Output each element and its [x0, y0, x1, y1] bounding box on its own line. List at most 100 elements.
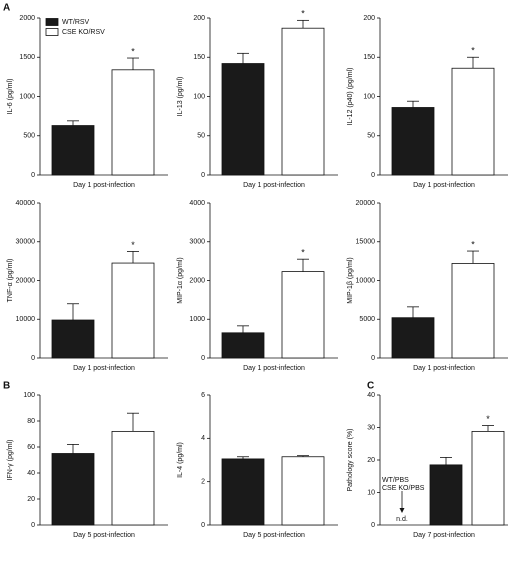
- y-tick-label: 100: [23, 392, 35, 399]
- x-axis-label: Day 1 post-infection: [73, 365, 135, 372]
- x-axis-label: Day 5 post-infection: [73, 532, 135, 539]
- x-axis-label: Day 1 post-infection: [243, 182, 305, 189]
- y-tick-label: 40000: [16, 200, 36, 207]
- y-tick-label: 10: [367, 489, 375, 496]
- bar: [391, 107, 435, 176]
- legend-label: CSE KO/RSV: [62, 29, 105, 36]
- bar: [111, 262, 155, 359]
- y-tick-label: 2: [201, 479, 205, 486]
- bar: [391, 317, 435, 359]
- bar: [51, 319, 95, 359]
- bar: [429, 464, 463, 526]
- y-axis-label: IFN-γ (pg/ml): [7, 440, 14, 481]
- significance: *: [131, 46, 135, 56]
- bar: [51, 125, 95, 176]
- legend-label: WT/RSV: [62, 19, 90, 26]
- y-tick-label: 1500: [19, 54, 35, 61]
- y-tick-label: 100: [193, 93, 205, 100]
- bar: [221, 332, 265, 359]
- bar: [111, 69, 155, 176]
- y-tick-label: 3000: [189, 239, 205, 246]
- y-tick-label: 0: [31, 355, 35, 362]
- legend-swatch: [45, 28, 59, 36]
- panel-letter: A: [3, 3, 10, 14]
- bar: [451, 67, 495, 176]
- y-tick-label: 1000: [19, 93, 35, 100]
- x-axis-label: Day 5 post-infection: [243, 532, 305, 539]
- y-tick-label: 50: [197, 133, 205, 140]
- x-axis-label: Day 1 post-infection: [413, 182, 475, 189]
- y-axis-label: MIP-1β (pg/ml): [347, 257, 354, 303]
- y-tick-label: 10000: [356, 277, 376, 284]
- y-tick-label: 150: [363, 54, 375, 61]
- arrow-head: [399, 508, 405, 513]
- y-axis-label: IL-13 (pg/ml): [177, 77, 184, 117]
- y-tick-label: 0: [31, 522, 35, 529]
- y-tick-label: 10000: [16, 316, 36, 323]
- nd-label: n.d.: [396, 516, 408, 523]
- bar: [471, 430, 505, 526]
- y-tick-label: 15000: [356, 239, 376, 246]
- y-tick-label: 80: [27, 418, 35, 425]
- y-tick-label: 30: [367, 424, 375, 431]
- y-tick-label: 0: [371, 355, 375, 362]
- y-tick-label: 30000: [16, 239, 36, 246]
- y-tick-label: 0: [201, 355, 205, 362]
- legend-swatch: [45, 18, 59, 26]
- y-tick-label: 2000: [189, 277, 205, 284]
- y-tick-label: 50: [367, 133, 375, 140]
- significance: *: [471, 46, 475, 56]
- y-axis-label: IL-6 (pg/ml): [7, 79, 14, 115]
- y-tick-label: 0: [31, 172, 35, 179]
- y-tick-label: 200: [363, 15, 375, 22]
- y-tick-label: 1000: [189, 316, 205, 323]
- pbs-label: WT/PBS: [382, 477, 409, 484]
- y-tick-label: 60: [27, 444, 35, 451]
- significance: *: [131, 240, 135, 250]
- bar: [221, 63, 265, 176]
- y-tick-label: 20: [367, 457, 375, 464]
- y-tick-label: 200: [193, 15, 205, 22]
- y-tick-label: 500: [23, 133, 35, 140]
- significance: *: [486, 414, 490, 424]
- y-axis-label: MIP-1α (pg/ml): [177, 257, 184, 303]
- y-tick-label: 20000: [356, 200, 376, 207]
- y-tick-label: 0: [371, 522, 375, 529]
- y-tick-label: 40: [367, 392, 375, 399]
- y-axis-label: Pathology score (%): [347, 428, 354, 491]
- bar: [281, 456, 325, 526]
- y-tick-label: 4000: [189, 200, 205, 207]
- bar: [281, 271, 325, 359]
- y-tick-label: 0: [201, 522, 205, 529]
- y-tick-label: 4: [201, 435, 205, 442]
- y-tick-label: 0: [371, 172, 375, 179]
- y-axis-label: IL-12 (p40) (pg/ml): [347, 68, 354, 126]
- y-tick-label: 20: [27, 496, 35, 503]
- y-tick-label: 40: [27, 470, 35, 477]
- panel-letter: C: [367, 381, 374, 392]
- bar: [451, 263, 495, 359]
- y-tick-label: 6: [201, 392, 205, 399]
- y-tick-label: 2000: [19, 15, 35, 22]
- significance: *: [301, 248, 305, 258]
- bar: [281, 27, 325, 176]
- x-axis-label: Day 1 post-infection: [413, 365, 475, 372]
- y-axis-label: TNF-α (pg/ml): [7, 259, 14, 303]
- significance: *: [471, 239, 475, 249]
- significance: *: [301, 9, 305, 19]
- x-axis-label: Day 7 post-infection: [413, 532, 475, 539]
- y-tick-label: 20000: [16, 277, 36, 284]
- x-axis-label: Day 1 post-infection: [73, 182, 135, 189]
- y-tick-label: 100: [363, 93, 375, 100]
- x-axis-label: Day 1 post-infection: [243, 365, 305, 372]
- y-tick-label: 0: [201, 172, 205, 179]
- y-tick-label: 150: [193, 54, 205, 61]
- bar: [111, 430, 155, 526]
- y-axis-label: IL-4 (pg/ml): [177, 442, 184, 478]
- y-tick-label: 5000: [359, 316, 375, 323]
- panel-letter: B: [3, 381, 10, 392]
- pbs-label: CSE KO/PBS: [382, 485, 425, 492]
- bar: [221, 458, 265, 526]
- bar: [51, 453, 95, 526]
